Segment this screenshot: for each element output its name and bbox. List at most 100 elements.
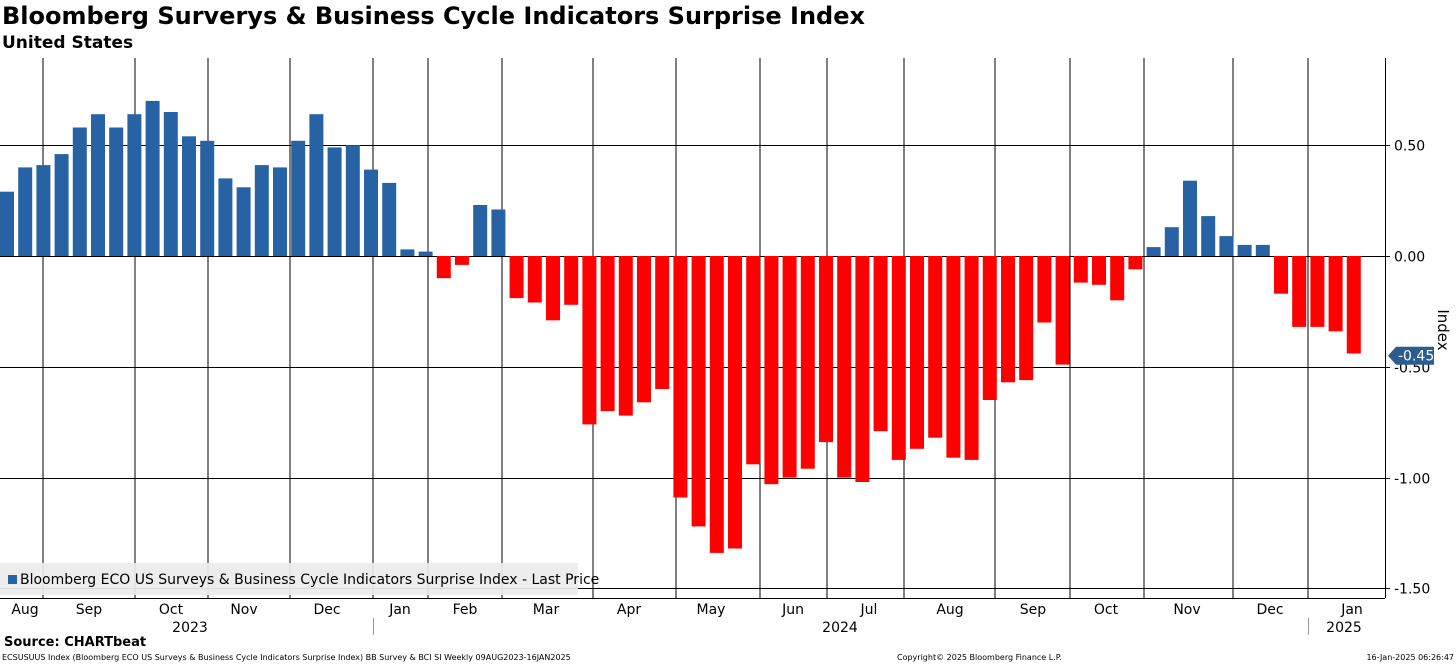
axes: [0, 58, 1386, 599]
y-tick-labels: 0.500.00-0.50-1.00-1.50: [1385, 139, 1430, 598]
bar: [1001, 256, 1015, 383]
bar: [218, 178, 233, 256]
bar: [1146, 247, 1161, 256]
bar: [673, 256, 688, 498]
x-tick-label: Mar: [533, 602, 560, 618]
bar: [1110, 256, 1125, 301]
x-tick-label: Aug: [936, 602, 963, 618]
last-price-tag: -0.45: [1388, 346, 1434, 365]
bar: [855, 256, 870, 482]
bar: [800, 256, 815, 469]
bar: [1346, 256, 1361, 354]
y-axis-label: Index: [1434, 309, 1452, 350]
legend-swatch: [8, 575, 17, 584]
bar: [109, 127, 124, 256]
bar-series: [0, 100, 1361, 553]
timestamp: 16-Jan-2025 06:26:47: [1366, 653, 1454, 662]
bar: [54, 154, 69, 256]
bar: [837, 256, 852, 478]
legend-label: Bloomberg ECO US Surveys & Business Cycl…: [20, 572, 600, 588]
y-tick-label: 0.50: [1394, 139, 1425, 155]
bar: [1237, 244, 1252, 256]
bar: [18, 167, 33, 256]
bar: [509, 256, 524, 299]
bar: [364, 169, 378, 256]
x-tick-label: Oct: [1094, 602, 1119, 618]
source-note: Source: CHARTbeat: [4, 635, 147, 650]
chart-subtitle: United States: [2, 33, 134, 53]
bar: [637, 256, 651, 403]
bar: [1310, 256, 1325, 327]
bar: [691, 256, 706, 527]
last-price-tag-label: -0.45: [1398, 349, 1434, 365]
bar: [1219, 236, 1234, 256]
y-tick-label: -1.50: [1394, 582, 1430, 598]
bar: [618, 256, 633, 416]
bar: [0, 191, 14, 256]
bar: [546, 256, 560, 321]
bar: [819, 256, 833, 443]
bar: [1037, 256, 1052, 323]
bar: [309, 114, 324, 256]
bar: [982, 256, 997, 400]
bar: [600, 256, 615, 412]
bar: [1328, 256, 1343, 332]
x-tick-label: Dec: [1256, 602, 1283, 618]
bar: [782, 256, 797, 478]
bar: [582, 256, 597, 425]
bar: [72, 127, 87, 256]
bar: [1274, 256, 1288, 294]
x-year-label: 2023: [172, 620, 208, 636]
x-tick-label: Oct: [159, 602, 184, 618]
x-tick-label: Feb: [453, 602, 478, 618]
bar: [964, 256, 979, 460]
bar: [327, 147, 342, 256]
x-tick-label: Jul: [860, 602, 878, 618]
bar: [1183, 180, 1197, 256]
x-tick-label: May: [697, 602, 726, 618]
x-tick-label: Jun: [781, 602, 804, 618]
bar: [436, 256, 451, 279]
bar: [236, 187, 251, 256]
bar: [382, 182, 397, 256]
bar: [127, 114, 142, 256]
bar: [36, 165, 51, 256]
copyright-note: Copyright© 2025 Bloomberg Finance L.P.: [897, 653, 1062, 662]
bar: [1055, 256, 1070, 365]
bar: [764, 256, 779, 485]
bar: [254, 165, 269, 256]
last-price-tag-shape: [1388, 346, 1434, 365]
bar: [455, 256, 469, 265]
bar: [655, 256, 670, 389]
x-tick-label: Jan: [388, 602, 411, 618]
x-tick-label: Jan: [1340, 602, 1363, 618]
bar: [1292, 256, 1307, 327]
bar: [873, 256, 888, 432]
x-tick-label: Dec: [313, 602, 340, 618]
x-tick-label: Nov: [1173, 602, 1200, 618]
bar: [1164, 227, 1179, 256]
y-tick-label: -1.00: [1394, 472, 1430, 488]
x-year-label: 2024: [822, 620, 858, 636]
bar: [728, 256, 742, 549]
bar: [1201, 216, 1216, 256]
bar: [200, 140, 215, 256]
bar: [564, 256, 579, 305]
bar: [1092, 256, 1106, 285]
bar: [473, 205, 488, 256]
x-tick-label: Nov: [230, 602, 257, 618]
ticker-note: ECSUSUUS Index (Bloomberg ECO US Surveys…: [2, 653, 571, 662]
bar: [291, 140, 306, 256]
legend: Bloomberg ECO US Surveys & Business Cycl…: [0, 563, 599, 595]
bar: [891, 256, 906, 460]
bar: [928, 256, 943, 438]
bar: [273, 167, 287, 256]
bar: [491, 209, 506, 256]
bar: [1128, 256, 1143, 270]
x-tick-label: Sep: [1020, 602, 1047, 618]
x-year-label: 2025: [1326, 620, 1362, 636]
bar: [709, 256, 724, 553]
bar: [91, 114, 105, 256]
x-tick-labels: Aug Sep Oct Nov Dec Jan Feb Mar Apr May Jun Jul Aug S…: [11, 602, 1362, 636]
